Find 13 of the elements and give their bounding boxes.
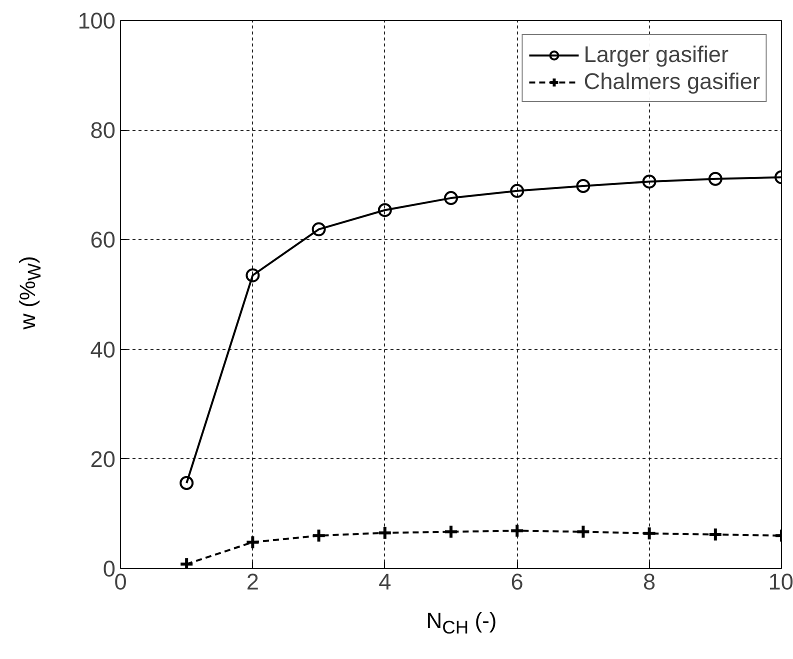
y-tick-label: 100 (78, 8, 116, 34)
y-tick-label: 60 (90, 226, 116, 253)
legend-label: Chalmers gasifier (584, 68, 760, 95)
x-tick-label: 4 (378, 568, 392, 594)
x-axis-title: N$_{CH}$ (-) (426, 607, 497, 640)
x-tick-label: 6 (510, 568, 524, 594)
y-tick-label: 40 (90, 336, 116, 362)
y-tick-label: 20 (90, 446, 116, 472)
x-tick-label: 10 (768, 568, 793, 594)
y-tick-label: 80 (90, 117, 116, 144)
x-tick-label: 8 (643, 568, 656, 594)
legend-label: Larger gasifier (584, 41, 729, 68)
x-tick-label: 2 (246, 568, 260, 594)
